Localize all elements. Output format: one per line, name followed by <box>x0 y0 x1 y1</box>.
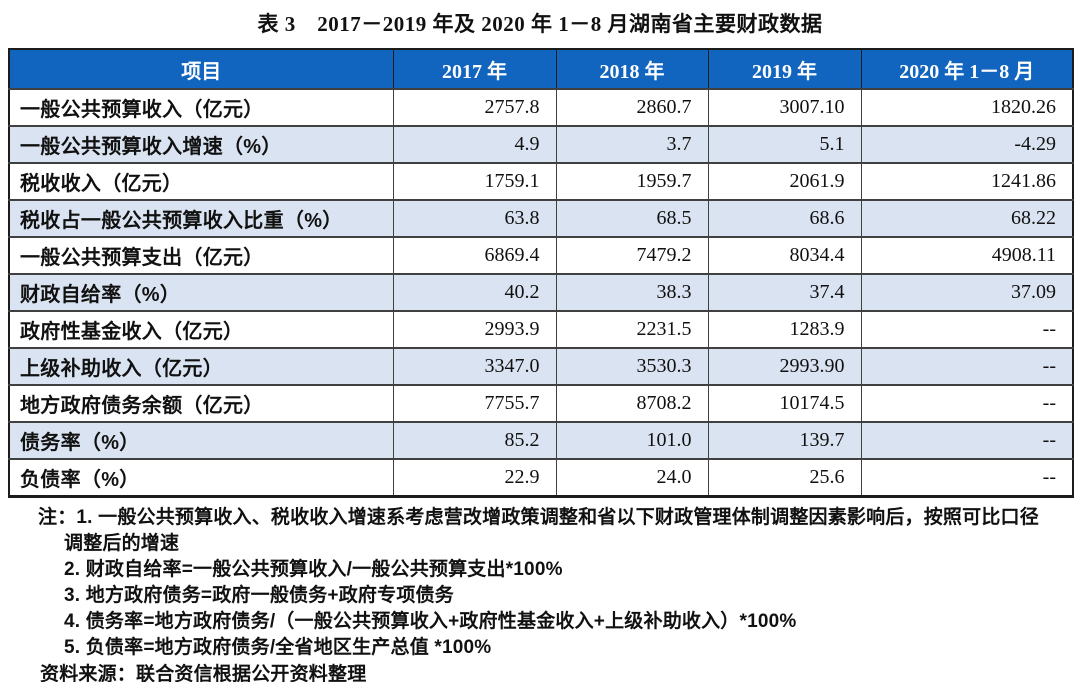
row-label: 一般公共预算支出（亿元） <box>8 236 394 274</box>
row-label: 财政自给率（%） <box>8 273 394 311</box>
value-cell: 2860.7 <box>555 88 709 126</box>
header-row: 项目 2017 年 2018 年 2019 年 2020 年 1－8 月 <box>8 48 1074 90</box>
footnote-1: 注：1. 一般公共预算收入、税收收入增速系考虑营改增政策调整和省以下财政管理体制… <box>38 505 1050 557</box>
footnote-4: 4. 债务率=地方政府债务/（一般公共预算收入+政府性基金收入+上级补助收入）*… <box>64 610 797 632</box>
footnote-3: 3. 地方政府债务=政府一般债务+政府专项债务 <box>64 584 454 606</box>
value-cell: 2993.9 <box>392 310 557 348</box>
value-cell: 2993.90 <box>707 347 862 385</box>
value-cell: 85.2 <box>392 421 557 459</box>
table-row: 一般公共预算支出（亿元） 6869.4 7479.2 8034.4 4908.1… <box>8 236 1074 274</box>
table-row: 一般公共预算收入（亿元） 2757.8 2860.7 3007.10 1820.… <box>8 88 1074 126</box>
value-cell: 1959.7 <box>555 162 709 200</box>
value-cell: -4.29 <box>860 125 1074 163</box>
value-cell: 25.6 <box>707 458 862 496</box>
column-header-item: 项目 <box>8 48 394 90</box>
row-label: 税收收入（亿元） <box>8 162 394 200</box>
row-label: 政府性基金收入（亿元） <box>8 310 394 348</box>
value-cell: 10174.5 <box>707 384 862 422</box>
value-cell: 4908.11 <box>860 236 1074 274</box>
value-cell: 63.8 <box>392 199 557 237</box>
note-prefix: 注： <box>38 506 77 528</box>
value-cell: 3530.3 <box>555 347 709 385</box>
table-row: 债务率（%） 85.2 101.0 139.7 -- <box>8 421 1074 459</box>
table-header: 项目 2017 年 2018 年 2019 年 2020 年 1－8 月 <box>8 48 1074 90</box>
column-header-2020: 2020 年 1－8 月 <box>860 48 1074 90</box>
value-cell: 2231.5 <box>555 310 709 348</box>
table-title: 表 3 2017－2019 年及 2020 年 1－8 月湖南省主要财政数据 <box>257 12 823 36</box>
column-header-2017: 2017 年 <box>392 48 557 90</box>
value-cell: 101.0 <box>555 421 709 459</box>
value-cell: 6869.4 <box>392 236 557 274</box>
value-cell: 2757.8 <box>392 88 557 126</box>
value-cell: -- <box>860 384 1074 422</box>
value-cell: 24.0 <box>555 458 709 496</box>
table-row: 一般公共预算收入增速（%） 4.9 3.7 5.1 -4.29 <box>8 125 1074 163</box>
fiscal-data-table: 项目 2017 年 2018 年 2019 年 2020 年 1－8 月 一般公… <box>8 48 1074 498</box>
row-label: 一般公共预算收入（亿元） <box>8 88 394 126</box>
value-cell: 1241.86 <box>860 162 1074 200</box>
value-cell: 8708.2 <box>555 384 709 422</box>
row-label: 税收占一般公共预算收入比重（%） <box>8 199 394 237</box>
table-row: 上级补助收入（亿元） 3347.0 3530.3 2993.90 -- <box>8 347 1074 385</box>
table-row: 税收收入（亿元） 1759.1 1959.7 2061.9 1241.86 <box>8 162 1074 200</box>
footnote-text: 1. 一般公共预算收入、税收收入增速系考虑营改增政策调整和省以下财政管理体制调整… <box>64 506 1039 554</box>
value-cell: 2061.9 <box>707 162 862 200</box>
value-cell: 68.22 <box>860 199 1074 237</box>
value-cell: 68.6 <box>707 199 862 237</box>
value-cell: -- <box>860 347 1074 385</box>
value-cell: -- <box>860 421 1074 459</box>
table-row: 财政自给率（%） 40.2 38.3 37.4 37.09 <box>8 273 1074 311</box>
data-source: 资料来源：联合资信根据公开资料整理 <box>40 663 367 682</box>
value-cell: 3347.0 <box>392 347 557 385</box>
footnote-2: 2. 财政自给率=一般公共预算收入/一般公共预算支出*100% <box>64 558 563 580</box>
value-cell: 1759.1 <box>392 162 557 200</box>
value-cell: 5.1 <box>707 125 862 163</box>
value-cell: 38.3 <box>555 273 709 311</box>
column-header-2019: 2019 年 <box>707 48 862 90</box>
table-row: 地方政府债务余额（亿元） 7755.7 8708.2 10174.5 -- <box>8 384 1074 422</box>
value-cell: 1820.26 <box>860 88 1074 126</box>
value-cell: 8034.4 <box>707 236 862 274</box>
value-cell: 3007.10 <box>707 88 862 126</box>
value-cell: -- <box>860 458 1074 496</box>
value-cell: 7755.7 <box>392 384 557 422</box>
row-label: 债务率（%） <box>8 421 394 459</box>
footnote-5: 5. 负债率=地方政府债务/全省地区生产总值 *100% <box>64 636 492 658</box>
value-cell: 1283.9 <box>707 310 862 348</box>
row-label: 负债率（%） <box>8 458 394 496</box>
row-label: 地方政府债务余额（亿元） <box>8 384 394 422</box>
table-row: 负债率（%） 22.9 24.0 25.6 -- <box>8 458 1074 496</box>
column-header-2018: 2018 年 <box>555 48 709 90</box>
row-label: 上级补助收入（亿元） <box>8 347 394 385</box>
table-row: 税收占一般公共预算收入比重（%） 63.8 68.5 68.6 68.22 <box>8 199 1074 237</box>
table-row: 政府性基金收入（亿元） 2993.9 2231.5 1283.9 -- <box>8 310 1074 348</box>
value-cell: 7479.2 <box>555 236 709 274</box>
value-cell: 22.9 <box>392 458 557 496</box>
value-cell: 4.9 <box>392 125 557 163</box>
value-cell: 37.4 <box>707 273 862 311</box>
value-cell: 68.5 <box>555 199 709 237</box>
value-cell: -- <box>860 310 1074 348</box>
row-label: 一般公共预算收入增速（%） <box>8 125 394 163</box>
value-cell: 37.09 <box>860 273 1074 311</box>
table-body: 一般公共预算收入（亿元） 2757.8 2860.7 3007.10 1820.… <box>8 88 1074 496</box>
value-cell: 139.7 <box>707 421 862 459</box>
value-cell: 3.7 <box>555 125 709 163</box>
footnotes: 注：1. 一般公共预算收入、税收收入增速系考虑营改增政策调整和省以下财政管理体制… <box>38 505 1050 682</box>
value-cell: 40.2 <box>392 273 557 311</box>
